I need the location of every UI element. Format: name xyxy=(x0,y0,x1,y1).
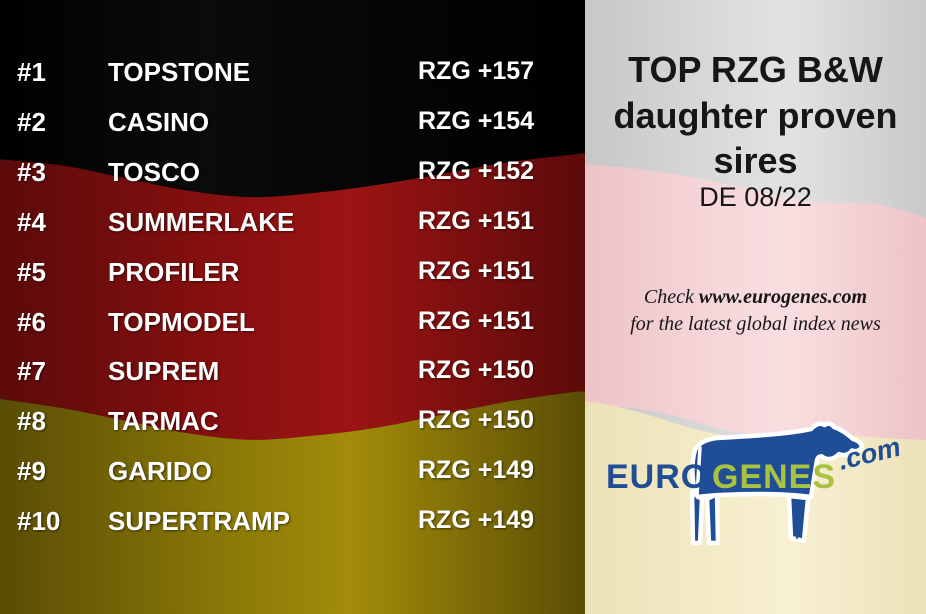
svg-text:EURO: EURO xyxy=(606,458,708,496)
svg-text:GENES: GENES xyxy=(712,458,836,496)
